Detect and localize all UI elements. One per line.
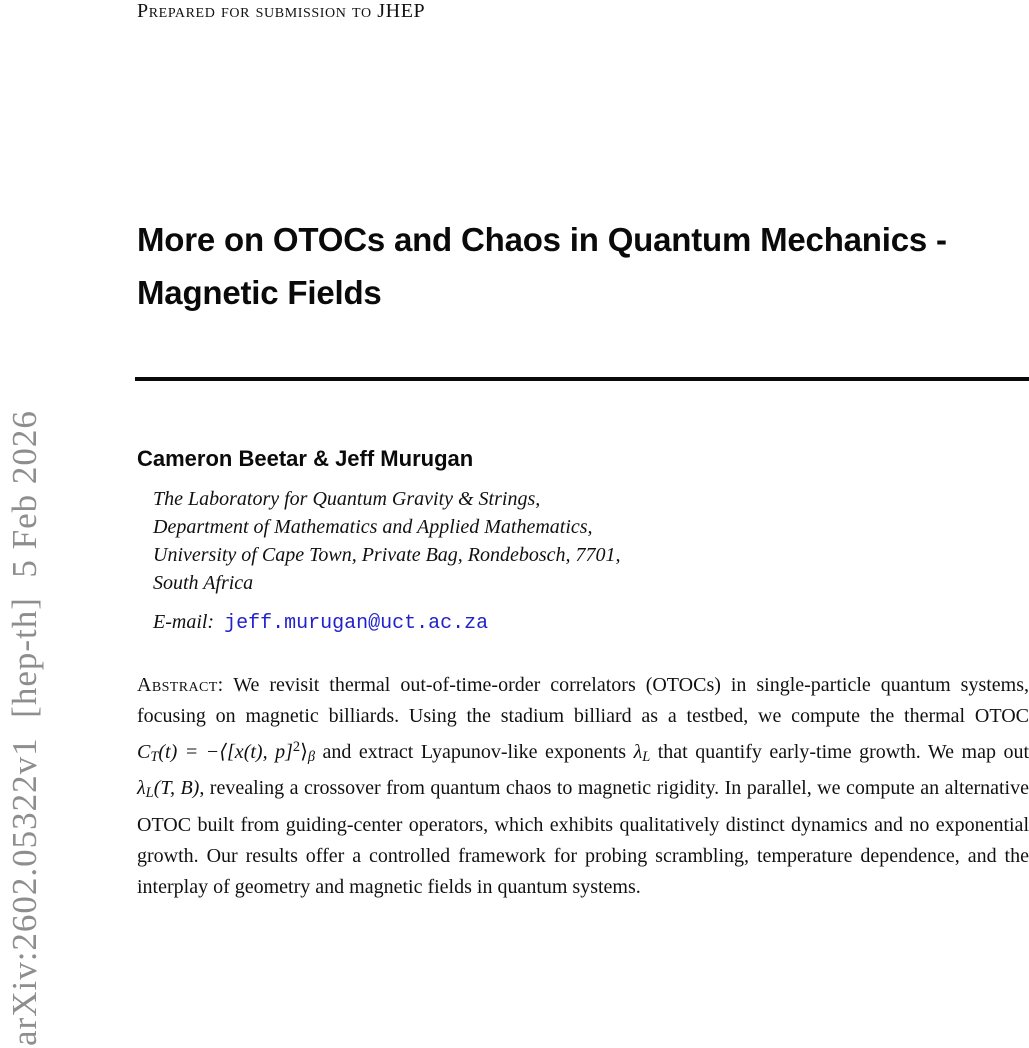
otoc-formula: CT(t) = −⟨[x(t), p]2⟩β — [137, 739, 316, 766]
affiliation-line: University of Cape Town, Private Bag, Ro… — [153, 544, 621, 566]
abstract-label: Abstract: — [137, 674, 224, 696]
submission-note: Prepared for submission to JHEP — [137, 0, 426, 22]
abstract-text: We revisit thermal out-of-time-order cor… — [137, 674, 1029, 727]
lambda-L-symbol: λL — [633, 741, 651, 766]
abstract-text: , revealing a crossover from quantum cha… — [137, 777, 1029, 898]
abstract-paragraph: Abstract: We revisit thermal out-of-time… — [137, 670, 1029, 903]
paper-content: Prepared for submission to JHEP More on … — [135, 0, 1029, 1048]
affiliation-line: The Laboratory for Quantum Gravity & Str… — [153, 488, 541, 510]
abstract-text: that quantify early-time growth. We map … — [650, 741, 1029, 764]
title-divider-rule — [135, 377, 1029, 381]
email-line: E-mail: jeff.murugan@uct.ac.za — [153, 609, 488, 637]
email-label: E-mail: — [153, 611, 215, 633]
author-names: Cameron Beetar & Jeff Murugan — [137, 446, 474, 471]
abstract-text: and extract Lyapunov-like exponents — [315, 741, 634, 764]
affiliation-line: South Africa — [153, 572, 254, 594]
paper-title-line1: More on OTOCs and Chaos in Quantum Mecha… — [137, 221, 947, 258]
email-link[interactable]: jeff.murugan@uct.ac.za — [224, 612, 489, 635]
paper-title: More on OTOCs and Chaos in Quantum Mecha… — [137, 213, 947, 319]
paper-title-line2: Magnetic Fields — [137, 274, 382, 311]
lambda-LTB-formula: λL(T, B) — [137, 777, 200, 802]
affiliation-block: The Laboratory for Quantum Gravity & Str… — [153, 485, 621, 597]
affiliation-line: Department of Mathematics and Applied Ma… — [153, 516, 593, 538]
arxiv-watermark: arXiv:2602.05322v1 [hep-th] 5 Feb 2026 — [5, 410, 44, 1046]
